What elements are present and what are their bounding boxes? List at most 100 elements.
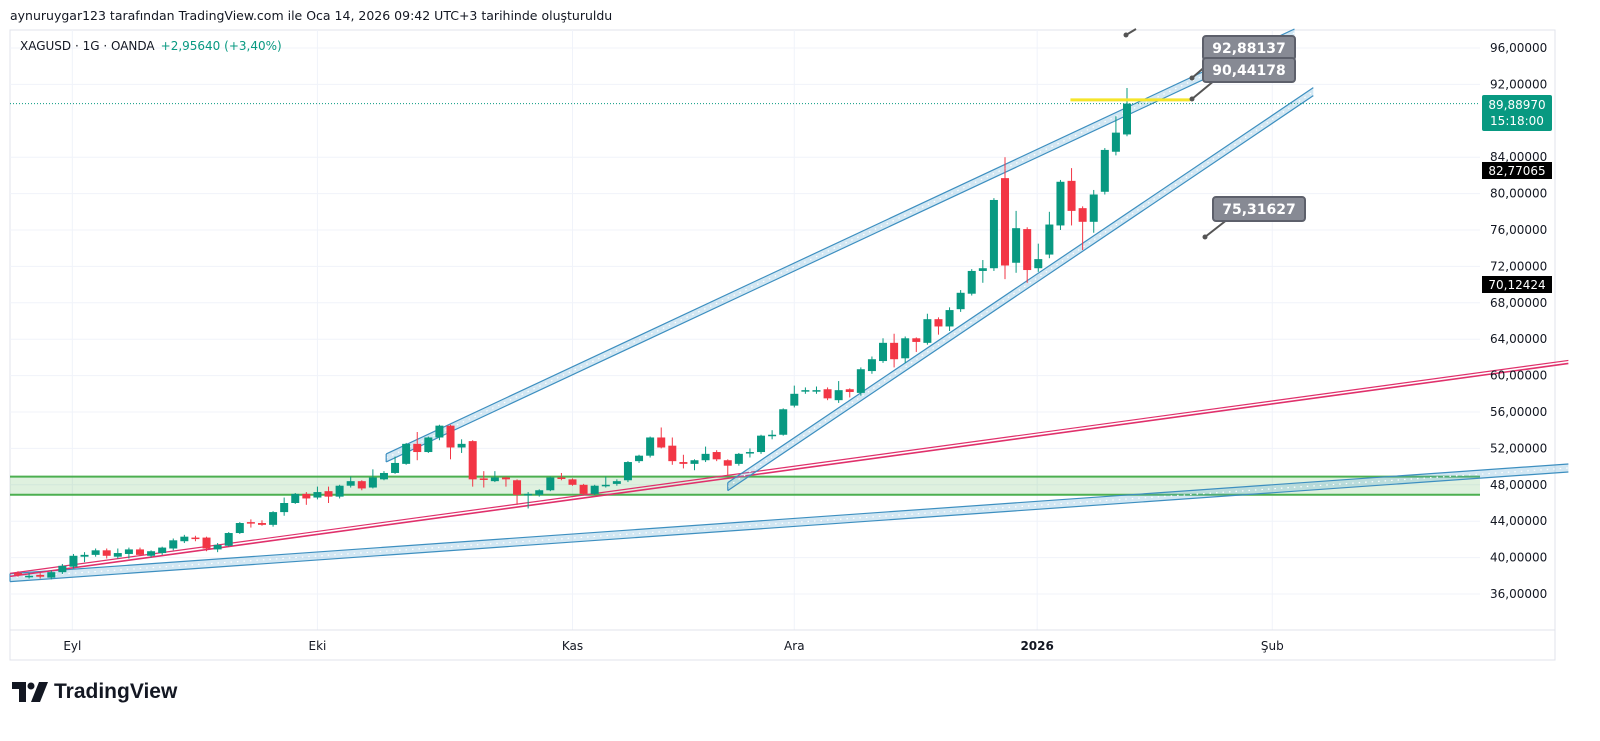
lower-channel[interactable] bbox=[727, 87, 1314, 492]
candle-up bbox=[346, 476, 355, 488]
price-change: +2,95640 (+3,40%) bbox=[160, 39, 282, 53]
candle-down bbox=[135, 547, 144, 556]
candle-up bbox=[91, 548, 100, 557]
candle-up bbox=[945, 307, 954, 332]
y-tick-label: 52,00000 bbox=[1490, 441, 1547, 455]
candle-down bbox=[257, 520, 266, 526]
callout-3[interactable]: 75,31627 bbox=[1202, 196, 1306, 240]
candle-body bbox=[280, 503, 289, 513]
candle-body bbox=[967, 270, 976, 294]
candle-body bbox=[546, 477, 555, 491]
candle-body bbox=[712, 452, 721, 460]
candle-up bbox=[1034, 243, 1043, 272]
candle-up bbox=[280, 497, 289, 516]
candle-up bbox=[856, 367, 865, 396]
candle-up bbox=[535, 489, 544, 497]
bar-countdown: 15:18:00 bbox=[1490, 114, 1544, 128]
candle-up bbox=[901, 336, 910, 363]
candle-down bbox=[668, 437, 677, 465]
candle-up bbox=[402, 442, 411, 465]
candle-up bbox=[701, 446, 710, 463]
candle-body bbox=[169, 540, 178, 549]
long-channel-edge-bottom[interactable] bbox=[9, 471, 1569, 583]
long-channel-edge-top[interactable] bbox=[9, 463, 1569, 575]
candle-body bbox=[879, 342, 888, 362]
offscreen-callout-pointer bbox=[1123, 28, 1137, 38]
candle-body bbox=[956, 292, 965, 310]
candle-down bbox=[102, 548, 111, 559]
candle-body bbox=[668, 445, 677, 462]
candle-up bbox=[623, 461, 632, 483]
candle-body bbox=[768, 434, 777, 437]
x-tick-label: Kas bbox=[562, 639, 583, 653]
candle-body bbox=[501, 477, 510, 480]
candle-body bbox=[457, 443, 466, 448]
candle-up bbox=[546, 476, 555, 492]
y-tick-label: 48,00000 bbox=[1490, 478, 1547, 492]
candle-body bbox=[513, 480, 522, 495]
candle-body bbox=[291, 493, 300, 503]
candle-down bbox=[679, 454, 688, 469]
callout-1[interactable]: 92,88137 bbox=[1189, 35, 1296, 81]
callout-2[interactable]: 90,44178 bbox=[1189, 57, 1296, 102]
y-tick-label: 40,00000 bbox=[1490, 551, 1547, 565]
candle-up bbox=[967, 269, 976, 296]
candle-up bbox=[1012, 210, 1021, 273]
candle-up bbox=[690, 459, 699, 471]
candle-up bbox=[1045, 211, 1054, 259]
y-tick-label: 36,00000 bbox=[1490, 587, 1547, 601]
candle-up bbox=[391, 456, 400, 474]
candle-body bbox=[257, 523, 266, 525]
price-axis[interactable]: 96,00000 92,00000 84,00000 80,00000 76,00000… bbox=[1490, 41, 1547, 601]
candle-down bbox=[302, 492, 311, 505]
long-channel[interactable] bbox=[9, 463, 1569, 583]
y-tick-label: 56,00000 bbox=[1490, 405, 1547, 419]
pink-trendline-upper[interactable] bbox=[9, 359, 1569, 574]
candle-body bbox=[224, 533, 233, 546]
upper-channel-edge-bottom[interactable] bbox=[385, 36, 1295, 463]
pink-trendline-lower[interactable] bbox=[9, 362, 1569, 578]
symbol-legend[interactable]: XAGUSD · 1G · OANDA +2,95640 (+3,40%) bbox=[20, 39, 282, 53]
candle-body bbox=[158, 547, 167, 554]
candle-body bbox=[357, 481, 366, 489]
support-zone[interactable] bbox=[10, 475, 1480, 496]
last-price-value: 89,88970 bbox=[1488, 98, 1545, 112]
candle-up bbox=[379, 471, 388, 481]
lower-channel-edge-bottom[interactable] bbox=[727, 95, 1314, 492]
brand-name: TradingView bbox=[54, 680, 178, 703]
time-axis[interactable]: Eyl Eki Kas Ara 2026 Şub bbox=[10, 629, 1555, 653]
candle-body bbox=[124, 549, 133, 554]
candle-body bbox=[269, 512, 278, 525]
candle-body bbox=[36, 574, 45, 577]
candles bbox=[14, 88, 1131, 580]
candle-body bbox=[890, 342, 899, 360]
candle-body bbox=[557, 477, 566, 480]
candle-body bbox=[923, 319, 932, 343]
y-tick-label: 92,00000 bbox=[1490, 77, 1547, 91]
last-price-label: 89,88970 15:18:00 bbox=[1482, 95, 1552, 131]
tradingview-logo[interactable]: TradingView bbox=[12, 680, 177, 704]
candle-down bbox=[1067, 168, 1076, 226]
candle-body bbox=[978, 268, 987, 271]
candle-up bbox=[147, 550, 156, 558]
candle-up bbox=[734, 452, 743, 466]
candle-up bbox=[867, 356, 876, 374]
candle-body bbox=[80, 554, 89, 557]
candle-up bbox=[224, 532, 233, 547]
candle-body bbox=[1045, 224, 1054, 255]
candle-down bbox=[557, 472, 566, 481]
candle-body bbox=[1023, 229, 1032, 271]
lower-channel-edge-top[interactable] bbox=[727, 87, 1314, 484]
candle-body bbox=[1012, 228, 1021, 263]
trendlines[interactable] bbox=[9, 28, 1569, 583]
candle-up bbox=[269, 511, 278, 527]
candle-body bbox=[202, 537, 211, 549]
candle-up bbox=[879, 338, 888, 363]
candle-body bbox=[302, 493, 311, 499]
candle-down bbox=[468, 440, 477, 487]
candle-up bbox=[524, 492, 533, 509]
candle-body bbox=[757, 435, 766, 453]
pink-trendline[interactable] bbox=[9, 359, 1569, 578]
candle-up bbox=[180, 534, 189, 544]
